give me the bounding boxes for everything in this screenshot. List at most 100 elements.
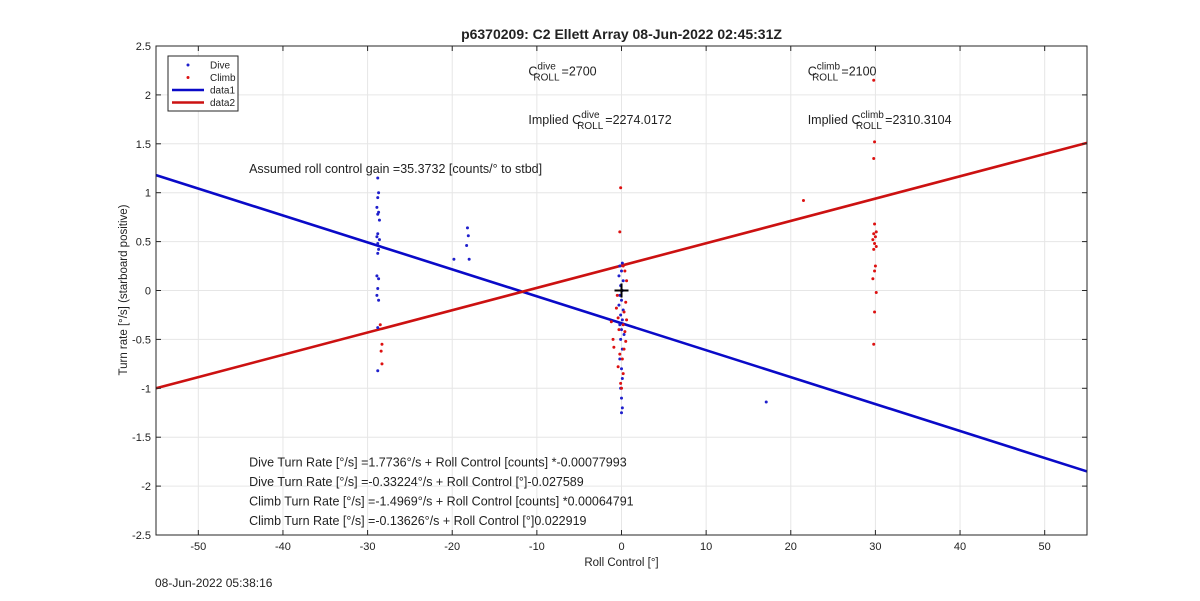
- point-climb: [874, 230, 878, 234]
- fit-equation: Dive Turn Rate [°/s] =1.7736°/s + Roll C…: [249, 456, 627, 470]
- point-dive: [620, 261, 624, 265]
- point-climb: [874, 290, 878, 294]
- point-climb: [871, 277, 875, 281]
- point-dive: [620, 406, 624, 410]
- fit-line-data2: [155, 141, 1088, 390]
- fit-line-data1: [155, 173, 1088, 473]
- point-climb: [380, 362, 384, 366]
- x-tick-label: -40: [275, 541, 291, 553]
- x-tick-label: 20: [785, 541, 797, 553]
- legend-entry: Dive: [210, 61, 230, 72]
- point-climb: [873, 310, 877, 314]
- fit-lines: [155, 141, 1088, 473]
- point-climb: [620, 386, 623, 390]
- point-dive: [376, 196, 380, 200]
- x-tick-label: 0: [618, 541, 624, 553]
- y-tick-label: -1: [141, 383, 151, 395]
- x-axis-label: Roll Control [°]: [584, 557, 658, 569]
- x-tick-label: 40: [954, 541, 966, 553]
- point-climb: [621, 323, 625, 327]
- point-dive: [376, 326, 380, 330]
- legend-entry: data1: [210, 86, 235, 97]
- coef-dive: Cdive ROLL =2700: [528, 61, 596, 83]
- point-dive: [620, 411, 623, 415]
- point-dive: [620, 269, 623, 273]
- point-dive: [618, 357, 622, 361]
- fit-equation: Dive Turn Rate [°/s] =-0.33224°/s + Roll…: [249, 475, 584, 489]
- point-climb: [625, 279, 629, 283]
- point-dive: [375, 274, 379, 278]
- point-climb: [617, 328, 621, 332]
- fit-equation: Climb Turn Rate [°/s] =-0.13626°/s + Rol…: [249, 514, 586, 528]
- x-tick-label: -50: [190, 541, 206, 553]
- point-climb: [872, 247, 876, 251]
- scatter-points: [375, 78, 878, 415]
- point-climb: [873, 140, 877, 144]
- y-tick-label: 1.5: [136, 139, 151, 151]
- point-dive: [377, 238, 381, 242]
- point-dive: [621, 279, 625, 283]
- origin-marker: [614, 283, 629, 298]
- point-climb: [616, 316, 620, 320]
- point-climb: [872, 232, 876, 236]
- point-dive: [375, 205, 379, 209]
- legend-entry: data2: [210, 98, 235, 109]
- point-dive: [617, 274, 621, 278]
- implied-coef-climb: Implied Cclimb ROLL =2310.3104: [808, 110, 952, 132]
- point-dive: [619, 337, 623, 341]
- point-dive: [618, 264, 622, 268]
- x-tick-label: -10: [529, 541, 545, 553]
- point-climb: [801, 199, 805, 203]
- point-dive: [620, 318, 624, 322]
- point-climb: [624, 300, 628, 304]
- point-dive: [376, 242, 380, 246]
- point-climb: [873, 264, 877, 268]
- y-tick-label: -2.5: [132, 530, 151, 542]
- point-climb: [873, 235, 877, 239]
- point-dive: [377, 218, 381, 222]
- point-dive: [620, 367, 623, 371]
- footer-timestamp: 08-Jun-2022 05:38:16: [155, 576, 273, 590]
- axis-ticks: -50 -40 -30 -20 -10 0 10 20 30 40 50-2.5-2-1.5-1-0…: [132, 41, 1087, 553]
- point-climb: [614, 306, 618, 310]
- point-dive: [467, 257, 471, 261]
- point-climb: [874, 244, 878, 248]
- point-climb: [615, 293, 619, 297]
- y-tick-label: 2.5: [136, 41, 151, 53]
- chart-title: p6370209: C2 Ellett Array 08-Jun-2022 02…: [461, 26, 782, 42]
- point-dive: [452, 257, 456, 261]
- point-dive: [618, 323, 622, 327]
- coef-climb: Cclimb ROLL =2100: [808, 61, 877, 83]
- point-climb: [873, 269, 877, 273]
- point-dive: [764, 400, 768, 404]
- point-dive: [622, 333, 626, 337]
- point-climb: [621, 264, 625, 268]
- point-dive: [619, 313, 623, 317]
- point-dive: [465, 244, 469, 248]
- point-climb: [611, 337, 615, 341]
- point-climb: [871, 238, 875, 242]
- point-dive: [376, 212, 380, 216]
- x-tick-label: 50: [1039, 541, 1051, 553]
- point-dive: [617, 303, 621, 307]
- y-tick-label: -2: [141, 481, 151, 493]
- point-climb: [609, 320, 613, 324]
- point-dive: [377, 191, 381, 195]
- point-climb: [873, 242, 877, 246]
- point-climb: [378, 323, 382, 327]
- point-dive: [620, 377, 624, 381]
- point-climb: [872, 342, 876, 346]
- legend-swatch-climb: [186, 76, 190, 79]
- point-climb: [623, 269, 627, 273]
- point-climb: [622, 347, 626, 351]
- implied-coef-dive: Implied Cdive ROLL =2274.0172: [528, 110, 671, 132]
- point-climb: [618, 230, 622, 234]
- point-dive: [377, 298, 381, 302]
- point-climb: [872, 78, 876, 82]
- point-dive: [375, 293, 379, 297]
- y-tick-label: -1.5: [132, 432, 151, 444]
- legend-entry: Climb: [210, 73, 236, 84]
- point-climb: [380, 342, 384, 346]
